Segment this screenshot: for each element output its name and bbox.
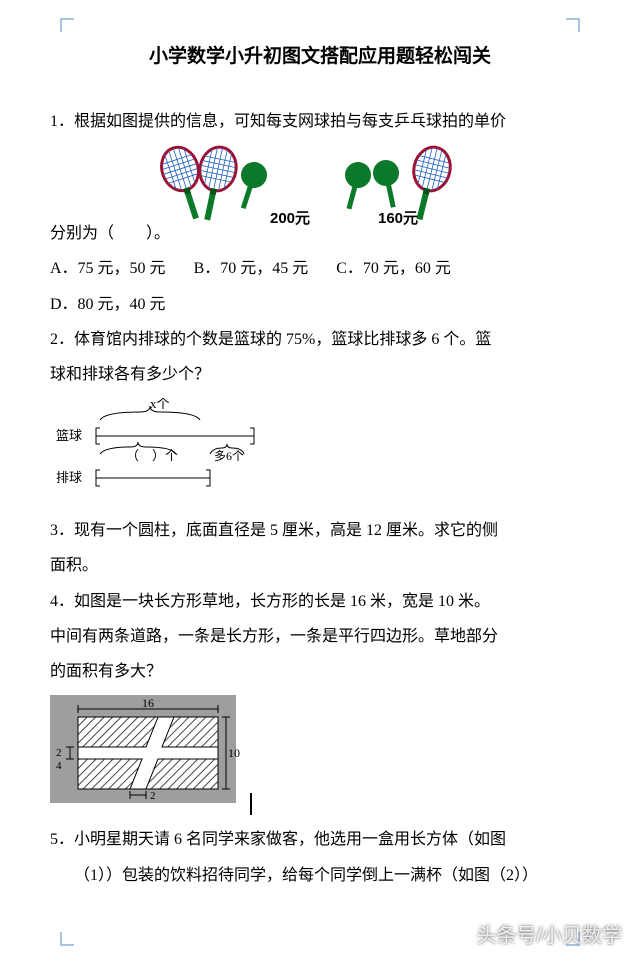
q1-options-row1: A．75 元，50 元 B．70 元，45 元 C．70 元，60 元	[50, 251, 590, 286]
svg-text:篮球: 篮球	[56, 428, 82, 443]
q1-opt-d: D．80 元，40 元	[50, 287, 166, 322]
q4-figure: 16 10 2 4 2	[50, 695, 590, 820]
crop-mark-tl	[60, 18, 74, 32]
svg-text:4: 4	[56, 760, 62, 772]
q2-figure: x个 篮球 （ ）个 多6个 排球	[50, 398, 590, 507]
q2-line2: 球和排球各有多少个？	[50, 357, 590, 392]
crop-mark-bl	[60, 932, 74, 946]
page-title: 小学数学小升初图文搭配应用题轻松闯关	[50, 36, 590, 78]
q1-options-row2: D．80 元，40 元	[50, 287, 590, 322]
q1-opt-b: B．70 元，45 元	[194, 251, 309, 286]
q5-line1: 5．小明星期天请 6 名同学来家做客，他选用一盒用长方体（如图	[50, 822, 590, 857]
q3-line2: 面积。	[50, 548, 590, 583]
q1-price1: 200元	[270, 210, 310, 227]
svg-text:多6个: 多6个	[214, 449, 244, 463]
q4-line2: 中间有两条道路，一条是长方形，一条是平行四边形。草地部分	[50, 619, 590, 654]
svg-text:10: 10	[228, 746, 240, 760]
crop-mark-tr	[566, 18, 580, 32]
q1-line1: 1．根据如图提供的信息，可知每支网球拍与每支乒乓球拍的单价	[50, 104, 590, 139]
q1-price2: 160元	[378, 210, 418, 227]
q2-line1: 2．体育馆内排球的个数是篮球的 75%，篮球比排球多 6 个。篮	[50, 322, 590, 357]
svg-text:x个: x个	[150, 398, 170, 411]
q1-opt-a: A．75 元，50 元	[50, 251, 166, 286]
svg-text:排球: 排球	[56, 470, 82, 485]
q1-opt-c: C．70 元，60 元	[336, 251, 451, 286]
svg-text:2: 2	[56, 747, 62, 759]
q4-line3: 的面积有多大？	[50, 654, 590, 689]
watermark: 头条号/小贝数学	[476, 914, 622, 958]
q4-line1: 4．如图是一块长方形草地，长方形的长是 16 米，宽是 10 米。	[50, 584, 590, 619]
text-cursor	[250, 793, 252, 815]
svg-text:（ ）个: （ ）个	[126, 448, 178, 463]
svg-text:16: 16	[142, 696, 154, 710]
q3-line1: 3．现有一个圆柱，底面直径是 5 厘米，高是 12 厘米。求它的侧	[50, 513, 590, 548]
svg-text:2: 2	[150, 790, 156, 802]
q5-line2: （1））包装的饮料招待同学，给每个同学倒上一满杯（如图（2））	[50, 858, 590, 893]
